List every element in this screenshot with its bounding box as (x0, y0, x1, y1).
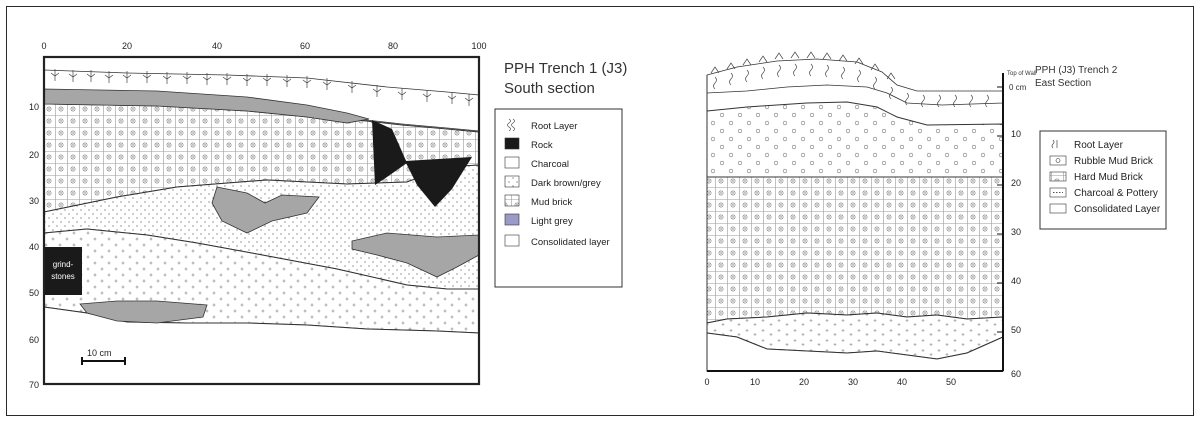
legend-charcoal-swatch (504, 156, 520, 169)
grey-lens-3 (79, 300, 208, 324)
trench1-subtitle: South section (504, 80, 595, 97)
legend-label: Root Layer (531, 121, 577, 132)
legend-label: Charcoal (531, 159, 569, 170)
y-tick: 10 (29, 102, 39, 112)
grey-lens-2 (351, 232, 480, 278)
trench1-section: grind- stones 10 cm 0 20 40 60 80 100 10… (29, 41, 487, 390)
legend2-consolidated-swatch (1049, 203, 1067, 214)
legend-label: Light grey (531, 216, 573, 227)
x-tick: 0 (704, 377, 709, 387)
legend2-hardbrick-swatch (1049, 171, 1067, 182)
grindstones-block (44, 247, 82, 295)
rubble-mud-brick-layer (706, 101, 1004, 178)
root-marks (50, 69, 474, 106)
legend2-label: Hard Mud Brick (1074, 172, 1144, 183)
trench2-y-axis: 10 20 30 40 50 60 (1011, 129, 1021, 379)
grey-lens-1 (211, 186, 320, 234)
y-tick: 50 (1011, 325, 1021, 335)
x-tick: 100 (471, 41, 486, 51)
x-tick: 30 (848, 377, 858, 387)
trench1-border (42, 55, 481, 386)
y-tick: 70 (29, 380, 39, 390)
x-tick: 60 (300, 41, 310, 51)
trench1-title: PPH Trench 1 (J3) (504, 60, 627, 77)
y-tick: 10 (1011, 129, 1021, 139)
legend2-label: Root Layer (1074, 140, 1124, 151)
legend-rock-swatch (504, 137, 520, 150)
trench2-title: PPH (J3) Trench 2 (1035, 65, 1118, 76)
x-tick: 50 (946, 377, 956, 387)
legend2-label: Consolidated Layer (1074, 204, 1161, 215)
y-tick: 50 (29, 288, 39, 298)
zero-cm-label: 0 cm (1009, 83, 1027, 92)
x-tick: 40 (897, 377, 907, 387)
x-tick: 0 (41, 41, 46, 51)
y-tick: 20 (1011, 178, 1021, 188)
y-tick: 60 (1011, 369, 1021, 379)
trench2-subtitle: East Section (1035, 78, 1091, 89)
root-marks-2 (710, 51, 989, 108)
top-of-wall-label: Top of Wall (1007, 71, 1036, 77)
trench2-right-ticks (997, 86, 1003, 333)
section-drawings: grind- stones 10 cm 0 20 40 60 80 100 10… (29, 41, 1167, 390)
trench1-legend: Root Layer Rock Charcoal Dark brown/grey… (494, 108, 623, 288)
trench1-y-axis: 10 20 30 40 50 60 70 (29, 102, 39, 390)
legend-root-swatch (507, 118, 515, 132)
legend-label: Consolidated layer (531, 237, 610, 248)
figure-frame: grind- stones 10 cm 0 20 40 60 80 100 10… (6, 6, 1194, 416)
legend2-charcoal-swatch (1049, 187, 1067, 198)
rock-left (372, 120, 407, 185)
legend-consolidated-swatch (504, 234, 520, 247)
legend2-rubble-dot (1055, 158, 1061, 163)
legend-label: Mud brick (531, 197, 572, 208)
y-tick: 40 (29, 242, 39, 252)
trench2-section: Top of Wall 0 cm 10 20 30 40 50 60 0 10 … (704, 51, 1036, 387)
root-layer-2 (706, 58, 1004, 106)
legend-darkbrown-swatch (504, 175, 520, 188)
trench1-x-axis: 0 20 40 60 80 100 (41, 41, 486, 51)
legend-lightgrey-swatch (504, 213, 520, 226)
hard-mud-brick-layer (706, 176, 1004, 324)
legend2-label: Charcoal & Pottery (1074, 188, 1158, 199)
legend-label: Dark brown/grey (531, 178, 601, 189)
rock-right (405, 157, 472, 207)
scale-bar (81, 357, 126, 365)
legend2-rubble-swatch (1049, 155, 1067, 166)
y-tick: 30 (29, 196, 39, 206)
scale-label: 10 cm (87, 348, 112, 358)
y-tick: 40 (1011, 276, 1021, 286)
trench2-legend: Root Layer Rubble Mud Brick Hard Mud Bri… (1039, 130, 1167, 230)
x-tick: 10 (750, 377, 760, 387)
legend-label: Rock (531, 140, 553, 151)
light-grey-band-front (43, 88, 370, 124)
y-tick: 30 (1011, 227, 1021, 237)
x-tick: 80 (388, 41, 398, 51)
grindstones-label-1: grind- (53, 260, 74, 269)
legend2-root-swatch (1051, 139, 1058, 149)
trench2-x-axis: 0 10 20 30 40 50 (704, 377, 956, 387)
x-tick: 20 (122, 41, 132, 51)
y-tick: 60 (29, 335, 39, 345)
grindstones-label-2: stones (51, 272, 75, 281)
x-tick: 20 (799, 377, 809, 387)
y-tick: 20 (29, 150, 39, 160)
legend-mudbrick-swatch (504, 194, 520, 207)
x-tick: 40 (212, 41, 222, 51)
legend2-label: Rubble Mud Brick (1074, 156, 1154, 167)
